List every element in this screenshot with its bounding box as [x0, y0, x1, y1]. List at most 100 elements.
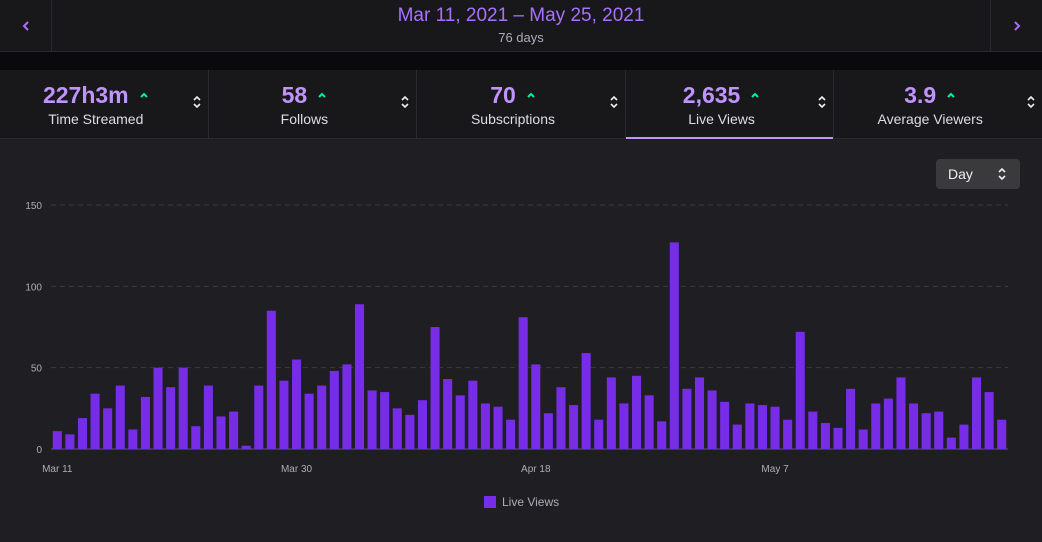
bar: [657, 421, 667, 449]
y-tick-label: 0: [36, 445, 42, 456]
bar: [682, 388, 692, 449]
stat-tab-subscriptions[interactable]: 70 Subscriptions: [417, 70, 626, 139]
next-period-button[interactable]: [990, 0, 1042, 51]
bar: [128, 429, 138, 449]
granularity-select[interactable]: Day: [936, 159, 1020, 189]
bar: [380, 392, 390, 449]
chevron-left-icon: [22, 20, 29, 31]
bar: [770, 406, 780, 449]
bar: [216, 416, 226, 449]
bar: [644, 395, 654, 449]
x-tick-label: Mar 11: [42, 464, 73, 475]
bar: [531, 364, 541, 449]
stat-value: 227h3m: [42, 82, 129, 108]
sort-icon[interactable]: [1027, 95, 1035, 109]
bar: [619, 403, 629, 449]
bar: [594, 419, 604, 449]
bar: [518, 317, 528, 449]
trend-up-icon: [527, 92, 535, 98]
stat-tab-live-views[interactable]: 2,635 Live Views: [625, 70, 835, 140]
bar: [946, 437, 956, 449]
sort-icon[interactable]: [818, 95, 826, 109]
bar: [115, 385, 125, 449]
x-tick-label: Apr 18: [521, 464, 551, 475]
bar: [140, 396, 150, 449]
stat-value: 3.9: [904, 82, 937, 108]
bar: [317, 385, 327, 449]
bar: [606, 377, 616, 449]
bar: [304, 393, 314, 449]
bar: [984, 392, 994, 449]
bar: [254, 385, 264, 449]
trend-up-icon: [751, 92, 760, 98]
bar: [883, 398, 893, 449]
y-tick-label: 100: [25, 282, 42, 293]
bar: [732, 424, 742, 449]
bar: [103, 408, 113, 449]
bar: [783, 419, 793, 449]
stat-value: 70: [490, 82, 516, 108]
bar: [833, 427, 843, 449]
bar: [745, 403, 755, 449]
chart-legend[interactable]: Live Views: [484, 495, 559, 509]
bar: [556, 387, 566, 449]
date-range-days: 76 days: [498, 30, 544, 45]
bar: [468, 380, 478, 449]
bar: [694, 377, 705, 449]
date-range-label[interactable]: Mar 11, 2021 – May 25, 2021: [397, 5, 645, 26]
sort-icon[interactable]: [193, 95, 201, 109]
stat-tab-average-viewers[interactable]: 3.9 Average Viewers: [834, 70, 1042, 139]
select-chevron-icon: [998, 167, 1006, 181]
bar: [909, 403, 919, 449]
stat-label: Average Viewers: [877, 111, 983, 127]
bar: [581, 353, 591, 449]
y-tick-label: 150: [25, 201, 42, 212]
bar: [191, 426, 201, 449]
bar: [203, 385, 213, 449]
bar: [241, 445, 251, 449]
y-tick-label: 50: [31, 364, 43, 375]
bar: [279, 380, 289, 449]
bar: [858, 429, 868, 449]
bar: [896, 377, 906, 449]
chart-panel: Day 0 50 100 150 Mar 11 Mar 30 Apr 18 May 7 Liv…: [0, 139, 1042, 542]
bar: [808, 411, 818, 449]
bar: [997, 419, 1007, 449]
bar: [65, 434, 75, 449]
sort-icon[interactable]: [610, 95, 618, 109]
stat-label: Subscriptions: [470, 111, 555, 127]
trend-up-icon: [139, 92, 148, 98]
bar: [871, 403, 881, 449]
legend-label: Live Views: [502, 495, 560, 509]
bar: [178, 367, 188, 449]
bar: [455, 395, 465, 449]
stat-tab-time-streamed[interactable]: 227h3m Time Streamed: [0, 70, 209, 139]
bar: [631, 375, 642, 449]
sort-icon[interactable]: [401, 95, 409, 109]
bar: [971, 377, 982, 449]
bar: [669, 242, 679, 449]
bar: [292, 359, 302, 449]
bar: [493, 406, 503, 449]
x-tick-label: May 7: [761, 464, 789, 475]
live-views-bar-chart: 0 50 100 150 Mar 11 Mar 30 Apr 18 May 7: [25, 201, 1008, 475]
bar: [543, 413, 553, 449]
stat-label: Live Views: [688, 111, 755, 127]
bar: [52, 431, 62, 449]
stat-tab-follows[interactable]: 58 Follows: [209, 70, 418, 139]
bar: [229, 411, 239, 449]
bar: [720, 401, 730, 449]
trend-up-icon: [947, 92, 955, 98]
previous-period-button[interactable]: [0, 0, 52, 51]
bar: [405, 414, 415, 449]
bar: [329, 370, 339, 449]
bar: [354, 304, 365, 449]
bar: [266, 310, 276, 449]
bar: [342, 364, 352, 449]
x-tick-label: Mar 30: [281, 464, 313, 475]
bar: [430, 327, 440, 449]
bar: [480, 403, 490, 449]
bar: [959, 424, 969, 449]
bar: [77, 418, 88, 449]
trend-up-icon: [318, 92, 326, 98]
